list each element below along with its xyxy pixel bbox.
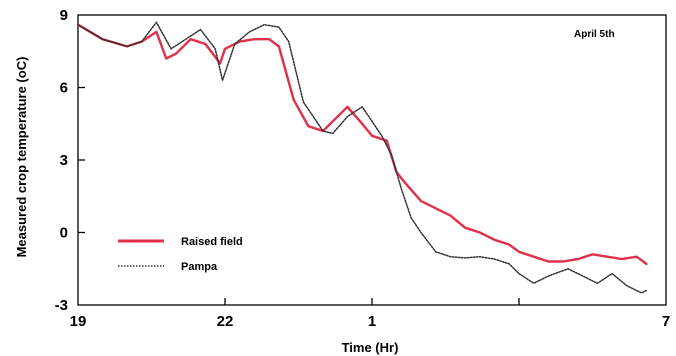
x-tick-label: 7 [662,313,670,330]
y-tick-label: 3 [60,152,68,169]
y-tick-label: 6 [60,80,68,97]
series-layer [76,21,648,294]
x-tick-label: 19 [70,313,87,330]
y-tick-label: 9 [60,7,68,24]
x-tick-label: 22 [217,313,234,330]
chart-annotation: April 5th [574,29,615,40]
legend-label-pampa: Pampa [181,261,218,273]
axis-layer: 19 22 1 7 -3 0 3 6 9 [55,7,671,330]
x-tick-label: 1 [368,313,376,330]
series-line-pampa [77,21,648,294]
y-tick-label: -3 [55,297,68,314]
y-tick-label: 0 [60,225,68,242]
x-axis-title: Time (Hr) [342,340,399,355]
series-line-raised-field [76,23,648,266]
legend-label-raised-field: Raised field [181,236,243,248]
legend: Raised field Pampa [118,236,243,273]
y-axis-title: Measured crop temperature (oC) [14,57,29,258]
